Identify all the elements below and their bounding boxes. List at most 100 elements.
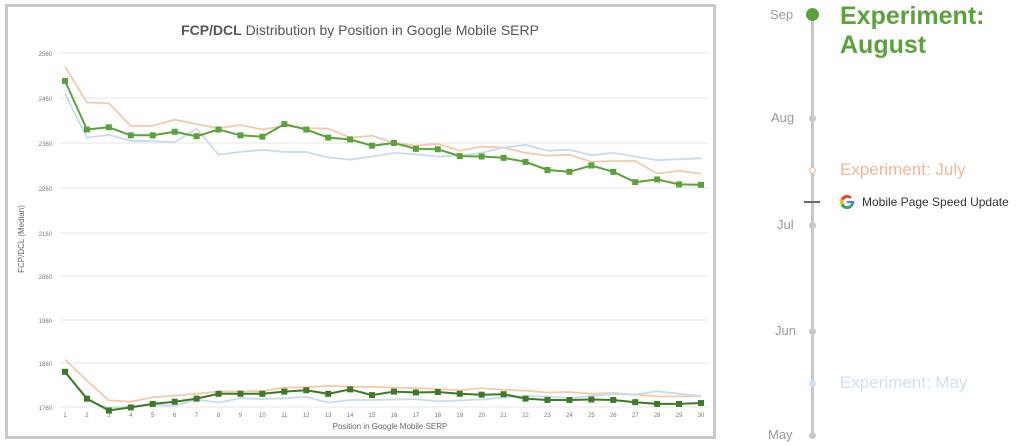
data-point <box>522 158 529 165</box>
data-point <box>127 404 134 411</box>
x-axis-label: Position in Google Mobile SERP <box>333 422 448 431</box>
x-tick-label: 2 <box>85 413 89 419</box>
data-point <box>610 168 617 175</box>
timeline-dot-sep <box>806 8 819 21</box>
timeline-dot-july-exp <box>809 167 816 174</box>
month-label-may: May <box>768 427 793 442</box>
x-tick-label: 24 <box>566 413 573 419</box>
data-point <box>215 390 222 397</box>
experiment-august-label: Experiment: August <box>840 2 984 60</box>
x-tick-label: 30 <box>698 413 705 419</box>
data-point <box>281 121 288 128</box>
data-point <box>676 400 683 407</box>
x-tick-label: 4 <box>129 413 133 419</box>
data-point <box>434 389 441 396</box>
data-point <box>105 124 112 131</box>
data-point <box>544 167 551 173</box>
data-point <box>390 140 397 146</box>
data-point <box>369 392 376 399</box>
experiment-may-label: Experiment: May <box>840 373 968 392</box>
experiment-august-line1: Experiment: <box>840 2 985 30</box>
data-point <box>566 396 573 403</box>
data-point <box>500 154 507 161</box>
data-point <box>456 390 463 397</box>
data-point <box>325 390 332 397</box>
y-tick-label: 1760 <box>39 406 53 412</box>
data-point <box>171 398 178 405</box>
x-tick-label: 26 <box>610 413 617 419</box>
y-tick-label: 1960 <box>39 319 53 325</box>
data-point <box>127 132 134 139</box>
y-tick-label: 2360 <box>39 142 53 148</box>
x-tick-label: 27 <box>632 413 639 419</box>
data-point <box>478 391 485 398</box>
data-point <box>83 395 90 402</box>
x-tick-label: 12 <box>303 413 310 419</box>
y-tick-label: 2160 <box>39 232 53 238</box>
x-tick-label: 13 <box>325 413 332 419</box>
data-point <box>281 388 288 395</box>
data-point <box>588 162 595 169</box>
y-tick-label: 2060 <box>39 275 53 281</box>
x-tick-label: 19 <box>456 413 463 419</box>
x-tick-label: 20 <box>478 413 485 419</box>
data-point <box>62 77 68 84</box>
month-label-jun: Jun <box>775 323 796 338</box>
y-tick-label: 1860 <box>39 362 53 368</box>
x-tick-label: 10 <box>259 413 266 419</box>
data-point <box>62 368 68 375</box>
data-point <box>544 396 551 403</box>
data-point <box>105 407 112 414</box>
x-tick-label: 3 <box>107 413 111 419</box>
data-point <box>478 153 485 160</box>
data-point <box>588 396 595 403</box>
series-line <box>64 358 701 403</box>
data-point <box>632 179 639 186</box>
chart-title: FCP/DCL Distribution by Position in Goog… <box>181 22 539 38</box>
x-tick-label: 17 <box>413 413 420 419</box>
data-point <box>193 133 200 140</box>
experiment-august-line2: August <box>840 31 927 59</box>
timeline-dot-may-exp <box>809 380 816 387</box>
google-icon <box>840 195 855 210</box>
data-point <box>566 168 573 175</box>
x-tick-label: 28 <box>654 413 661 419</box>
data-point <box>698 400 704 407</box>
chart-title-bold: FCP/DCL <box>181 22 242 38</box>
data-point <box>522 395 529 402</box>
timeline-dot-jul <box>809 222 816 229</box>
data-point <box>237 132 244 139</box>
x-tick-label: 14 <box>347 413 354 419</box>
data-point <box>434 146 441 153</box>
data-point <box>259 390 266 397</box>
x-tick-label: 7 <box>195 413 199 419</box>
chart-panel: FCP/DCL Distribution by Position in Goog… <box>5 4 716 439</box>
data-point <box>456 153 463 160</box>
data-point <box>632 399 639 406</box>
x-tick-label: 23 <box>544 413 551 419</box>
data-point <box>347 136 354 143</box>
month-label-sep: Sep <box>770 7 794 22</box>
y-tick-label: 2460 <box>39 97 53 103</box>
data-point <box>610 396 617 403</box>
data-point <box>500 391 507 398</box>
data-point <box>412 389 419 396</box>
data-point <box>303 387 310 394</box>
y-axis-label: FCP/DCL (Median) <box>17 205 26 273</box>
data-point <box>654 176 661 183</box>
data-point <box>698 181 704 188</box>
mobile-page-speed-update-label: Mobile Page Speed Update <box>862 195 1009 209</box>
series-line <box>64 80 702 186</box>
x-tick-label: 5 <box>151 413 155 419</box>
data-point <box>215 126 222 133</box>
y-tick-label: 2260 <box>39 187 53 193</box>
timeline-dot-aug <box>809 115 816 122</box>
timeline-tick-update <box>804 201 820 203</box>
x-tick-label: 9 <box>239 413 243 419</box>
data-point <box>654 400 661 407</box>
chart-title-rest: Distribution by Position in Google Mobil… <box>242 22 539 38</box>
data-point <box>369 142 376 149</box>
series-line <box>64 66 702 175</box>
data-point <box>193 395 200 402</box>
data-point <box>676 181 683 188</box>
